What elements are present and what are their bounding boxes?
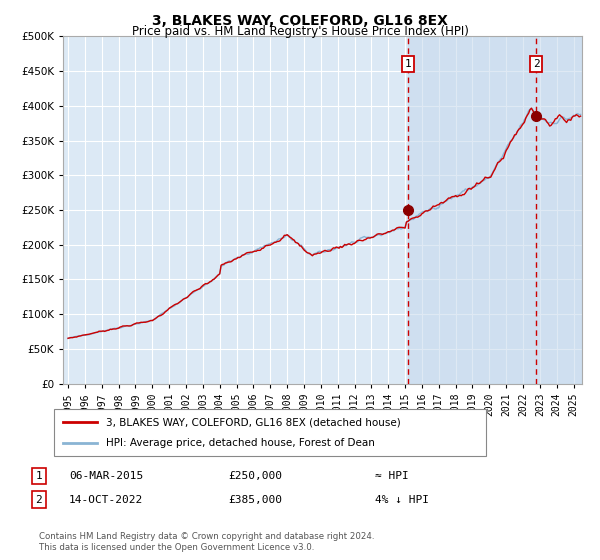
Text: 06-MAR-2015: 06-MAR-2015 [69,471,143,481]
Bar [408,36,582,384]
Text: Contains HM Land Registry data © Crown copyright and database right 2024.
This d: Contains HM Land Registry data © Crown c… [39,532,374,552]
Text: HPI: Average price, detached house, Forest of Dean: HPI: Average price, detached house, Fore… [106,438,375,448]
Text: 3, BLAKES WAY, COLEFORD, GL16 8EX: 3, BLAKES WAY, COLEFORD, GL16 8EX [152,14,448,28]
Text: £250,000: £250,000 [228,471,282,481]
Text: 14-OCT-2022: 14-OCT-2022 [69,494,143,505]
Text: 2: 2 [35,494,43,505]
Text: ≈ HPI: ≈ HPI [375,471,409,481]
Text: 1: 1 [35,471,43,481]
FancyBboxPatch shape [54,409,486,456]
Text: Price paid vs. HM Land Registry's House Price Index (HPI): Price paid vs. HM Land Registry's House … [131,25,469,38]
Text: 2: 2 [533,59,540,69]
Text: 4% ↓ HPI: 4% ↓ HPI [375,494,429,505]
Text: £385,000: £385,000 [228,494,282,505]
Text: 3, BLAKES WAY, COLEFORD, GL16 8EX (detached house): 3, BLAKES WAY, COLEFORD, GL16 8EX (detac… [106,417,401,427]
Text: 1: 1 [404,59,412,69]
